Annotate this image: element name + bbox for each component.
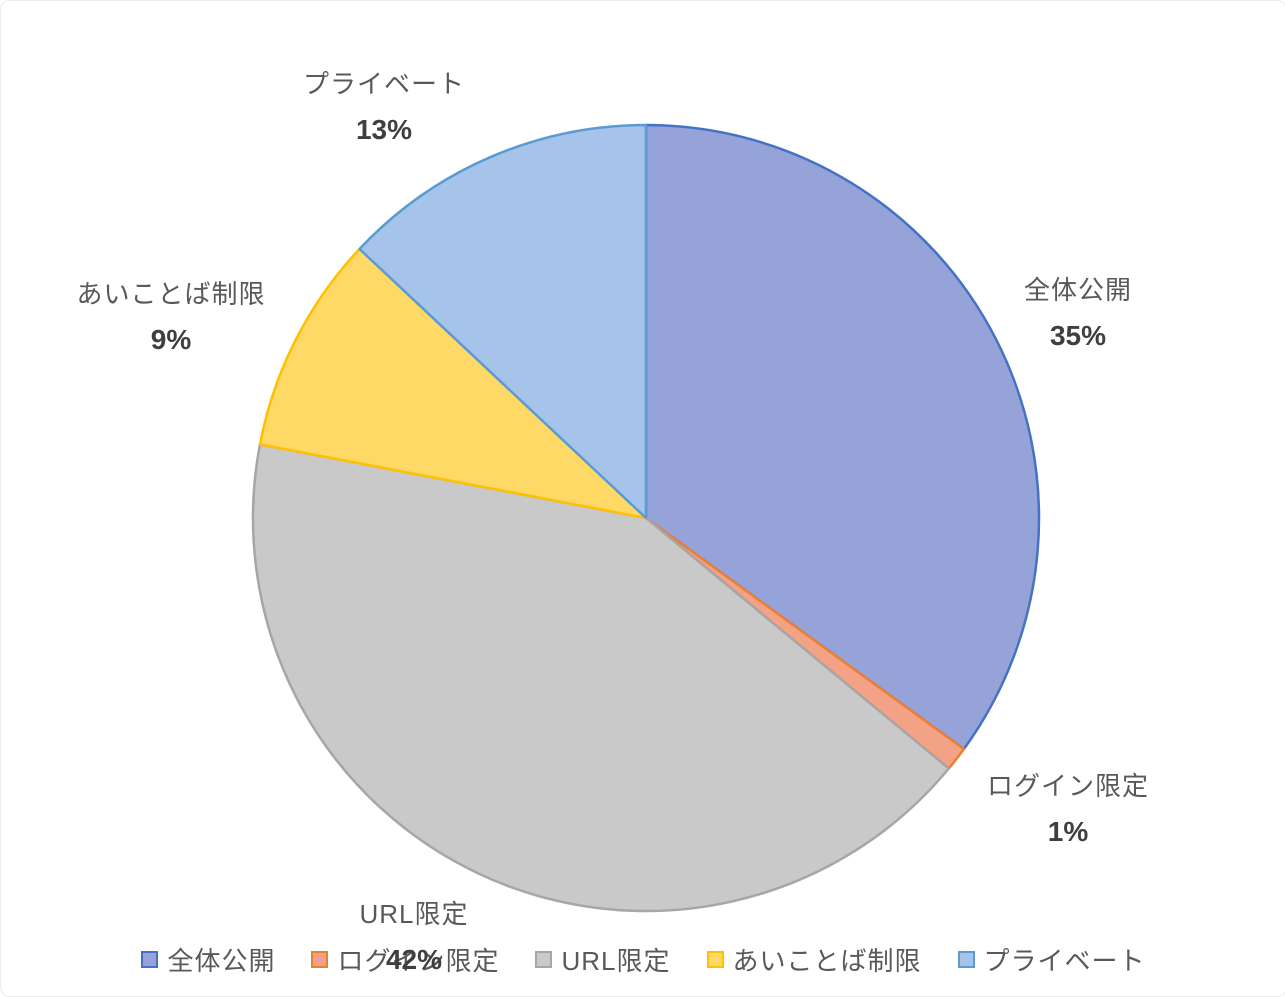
chart-legend: 全体公開 ログイン限定 URL限定 あいことば制限 プライベート (1, 935, 1285, 983)
legend-item-private: プライベート (957, 941, 1146, 978)
legend-item-login-gentei: ログイン限定 (311, 941, 499, 978)
legend-swatch (535, 950, 553, 968)
legend-swatch (141, 950, 159, 968)
data-label-name: URL限定 (359, 899, 469, 929)
data-label-url-gentei: URL限定 42% (359, 891, 468, 983)
data-label-name: プライベート (302, 69, 466, 99)
data-label-percent: 42% (385, 944, 443, 975)
legend-label: ログイン限定 (337, 945, 500, 976)
data-label-login-gentei: ログイン限定 1% (987, 763, 1149, 855)
legend-label: 全体公開 (167, 945, 276, 976)
data-label-aikotoba-seigen: あいことば制限 9% (76, 271, 265, 363)
legend-label: URL限定 (561, 945, 671, 976)
data-label-zentai-koukai: 全体公開 35% (1024, 267, 1132, 359)
legend-item-zentai-koukai: 全体公開 (141, 941, 275, 978)
legend-swatch (957, 950, 975, 968)
data-label-percent: 1% (1047, 816, 1089, 847)
legend-item-aikotoba-seigen: あいことば制限 (706, 941, 922, 978)
data-label-percent: 35% (1049, 320, 1107, 351)
legend-swatch (706, 950, 724, 968)
data-label-percent: 9% (150, 324, 192, 355)
data-label-name: あいことば制限 (76, 279, 266, 309)
data-label-percent: 13% (355, 114, 413, 145)
legend-label: プライベート (983, 945, 1146, 976)
legend-item-url-gentei: URL限定 (535, 941, 670, 978)
legend-label: あいことば制限 (732, 945, 922, 976)
data-label-name: ログイン限定 (986, 771, 1150, 801)
pie-slice-0 (644, 123, 1041, 751)
legend-swatch (311, 950, 329, 968)
pie-slice-3 (258, 247, 648, 520)
data-label-private: プライベート 13% (303, 61, 465, 153)
data-label-name: 全体公開 (1023, 275, 1133, 305)
pie-slice-2 (251, 443, 951, 913)
pie-slice-4 (358, 123, 648, 520)
